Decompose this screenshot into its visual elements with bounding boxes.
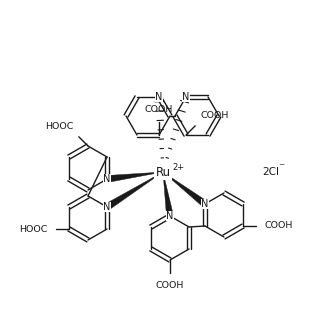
Text: COOH: COOH <box>264 221 292 230</box>
Text: N: N <box>201 199 209 209</box>
Text: COOH: COOH <box>145 105 173 114</box>
Text: COOH: COOH <box>156 281 184 290</box>
Text: 2+: 2+ <box>172 162 184 172</box>
Text: N: N <box>103 174 111 184</box>
Polygon shape <box>105 172 163 210</box>
Text: Ru: Ru <box>155 166 171 179</box>
Polygon shape <box>163 172 207 207</box>
Text: HOOC: HOOC <box>45 122 73 131</box>
Text: ⁻: ⁻ <box>278 161 284 175</box>
Text: N: N <box>103 202 111 212</box>
Text: 2Cl: 2Cl <box>262 167 279 177</box>
Text: COOH: COOH <box>201 111 229 120</box>
Polygon shape <box>107 172 163 182</box>
Text: HOOC: HOOC <box>19 224 48 234</box>
Text: N: N <box>166 211 174 221</box>
Polygon shape <box>163 172 174 216</box>
Text: N: N <box>182 92 190 102</box>
Text: N: N <box>155 92 163 102</box>
